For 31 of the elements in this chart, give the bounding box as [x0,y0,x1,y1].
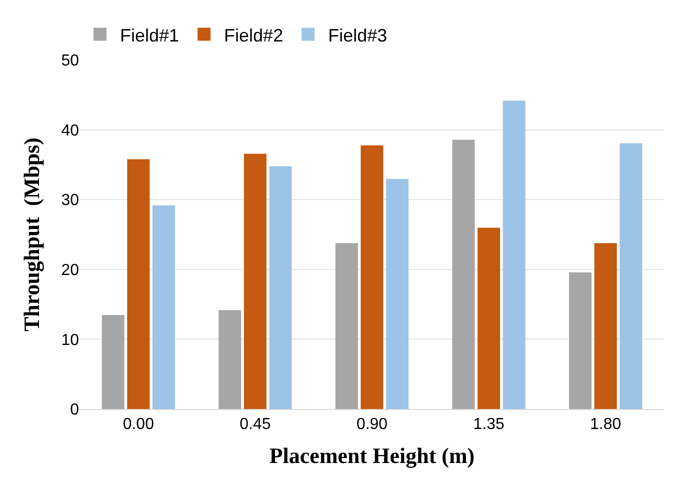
bar [269,166,292,409]
bar [360,145,384,409]
x-tick-label: 0.90 [356,416,388,434]
bar [478,228,500,409]
legend-label: Field#1 [120,25,180,46]
x-axis-title: Placement Height (m) [269,443,475,468]
bar [386,178,409,409]
bar [244,154,266,409]
x-tick-label: 0.00 [122,416,154,434]
x-tick-label: 1.80 [590,416,622,434]
bar [335,243,358,409]
x-tick-label: 0.45 [240,416,271,434]
y-tick-label: 20 [61,262,80,279]
bar [152,205,175,409]
bar [218,310,242,409]
bar [127,159,150,409]
bar [102,314,124,409]
legend-label: Field#2 [224,25,284,46]
bar [594,243,617,409]
y-tick-label: 30 [61,192,80,210]
y-tick-label: 10 [61,332,80,349]
y-tick-label: 0 [70,402,80,419]
x-tick-label: 1.35 [473,416,504,434]
y-tick-label: 50 [61,52,80,70]
bar [452,140,475,409]
y-tick-label: 40 [61,122,80,140]
bar [502,100,526,409]
bar [569,272,592,409]
legend-label: Field#3 [328,25,388,46]
y-axis-title: Throughput (Mbps) [19,138,44,332]
bar [620,143,642,409]
